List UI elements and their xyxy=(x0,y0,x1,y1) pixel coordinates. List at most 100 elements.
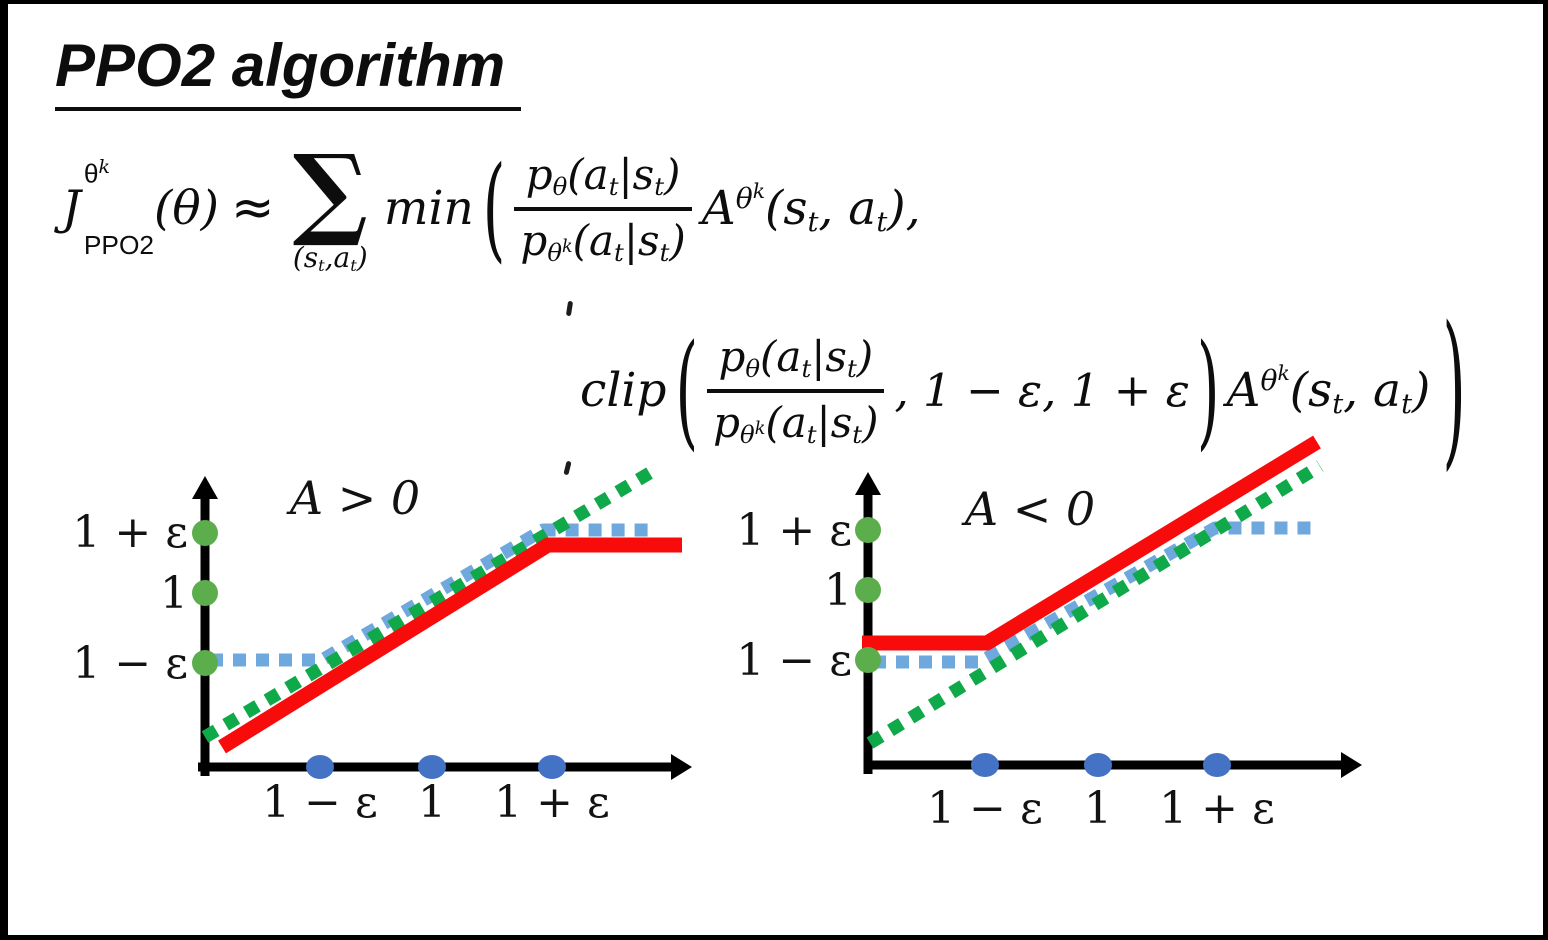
math-p: p xyxy=(520,215,548,265)
sub-t: t xyxy=(852,419,863,449)
theta: θ xyxy=(1260,364,1278,398)
theta-sup: θ xyxy=(83,158,99,189)
A-args-mid: , a xyxy=(818,180,877,236)
theta: θ xyxy=(740,419,755,449)
math-J: J xyxy=(62,180,81,236)
sub-theta: θ xyxy=(745,354,760,384)
y-tick-label: 1 − ε xyxy=(72,638,188,689)
sub-t: t xyxy=(807,206,819,238)
x-tick-label: 1 + ε xyxy=(494,777,610,828)
x-axis-dot xyxy=(306,755,334,779)
big-paren-open: ( xyxy=(482,141,506,275)
y-axis-dot xyxy=(192,580,218,606)
sum-sub-close: ) xyxy=(356,241,368,275)
clip-bounds: , 1 − ε, 1 + ε xyxy=(894,363,1190,417)
sub-t: t xyxy=(608,172,619,202)
sub-t: t xyxy=(1332,388,1344,420)
sub-t: t xyxy=(801,354,812,384)
x-axis-dot xyxy=(418,755,446,779)
paren-a: (a xyxy=(765,397,807,447)
clip-operator: clip xyxy=(580,362,667,418)
A-args-open: (s xyxy=(765,180,808,236)
ratio-numerator: pθ(at|st) xyxy=(712,332,879,384)
close-paren: ) xyxy=(664,150,681,200)
x-tick-label: 1 − ε xyxy=(927,783,1043,834)
j-scripts: θk PPO2 xyxy=(84,158,154,258)
k-sup: k xyxy=(752,179,765,204)
sigma-symbol: ∑ xyxy=(292,132,368,251)
paren-a: (a xyxy=(567,150,609,200)
theta-argument: (θ) xyxy=(154,180,220,236)
close-paren: ) xyxy=(862,397,879,447)
A-args-close-comma: ), xyxy=(887,180,921,236)
theta: θ xyxy=(547,237,562,267)
panel-title: A < 0 xyxy=(961,482,1095,536)
series-clip xyxy=(873,521,1320,669)
panel-title: A > 0 xyxy=(286,471,420,525)
y-tick-label: 1 + ε xyxy=(72,507,188,558)
advantage-term: Aθk(st, at), xyxy=(702,180,921,236)
y-axis-arrow xyxy=(855,472,881,495)
formula-line-2: clip ( pθ(at|st) pθk(at|st) , 1 − ε, 1 +… xyxy=(580,295,1469,485)
plot-a-less-0: A < 0 1 + ε 1 1 − ε 1 − ε 1 1 + ε xyxy=(736,435,1362,834)
ratio-numerator: pθ(at|st) xyxy=(520,150,687,202)
paren-a: (a xyxy=(760,332,802,382)
math-A: A xyxy=(701,180,736,236)
series-identity xyxy=(201,462,662,743)
math-A: A xyxy=(1226,362,1261,418)
x-tick-label: 1 + ε xyxy=(1159,783,1275,834)
y-axis-dot xyxy=(855,577,881,603)
A-superscript: θk xyxy=(736,179,765,215)
y-tick-label: 1 − ε xyxy=(736,635,852,686)
x-axis-arrow xyxy=(671,754,692,780)
x-axis-arrow xyxy=(1341,752,1362,778)
k-sup: k xyxy=(561,236,573,257)
x-tick-label: 1 − ε xyxy=(262,777,378,828)
y-tick-label: 1 + ε xyxy=(736,505,852,556)
k-sup: k xyxy=(1277,361,1290,386)
bar-s: |s xyxy=(623,215,660,265)
A-args-mid: , a xyxy=(1343,362,1402,418)
bar-s: |s xyxy=(816,397,853,447)
y-tick-label: 1 xyxy=(160,568,188,619)
sub-t: t xyxy=(654,172,665,202)
A-args-open: (s xyxy=(1289,362,1333,418)
series-objective xyxy=(862,435,1321,651)
fraction-bar xyxy=(514,206,692,211)
ratio-denominator: pθk(at|st) xyxy=(707,397,884,449)
plot-a-greater-0: A > 0 1 + ε 1 1 − ε 1 − ε 1 1 + ε xyxy=(72,462,692,828)
j-subscript-ppo2: PPO2 xyxy=(83,229,155,260)
sub-t: t xyxy=(846,354,857,384)
page-title: PPO2 algorithm xyxy=(55,33,522,111)
objective-symbol: J θk PPO2 xyxy=(62,158,154,258)
big-paren-open: ( xyxy=(675,316,699,464)
close-paren: ) xyxy=(669,215,686,265)
sub-theta-k: θk xyxy=(740,420,765,449)
sub-t: t xyxy=(806,419,817,449)
y-axis-dot xyxy=(192,520,218,546)
sub-theta: θ xyxy=(552,172,568,202)
y-axis-arrow xyxy=(192,476,218,499)
math-p: p xyxy=(525,150,553,200)
summation-subscript: (st,at) xyxy=(293,241,368,274)
big-paren-close: ) xyxy=(1196,316,1220,464)
A-superscript: θk xyxy=(1260,361,1290,398)
stray-ink-mark xyxy=(565,300,574,317)
close-paren: ) xyxy=(1412,362,1431,418)
sum-sub-mid: ,a xyxy=(324,241,351,275)
x-tick-label: 1 xyxy=(1084,783,1112,834)
bar-s: |s xyxy=(618,150,655,200)
x-tick-label: 1 xyxy=(418,777,446,828)
sub-t: t xyxy=(614,237,624,267)
fraction-bar xyxy=(707,388,885,393)
math-p: p xyxy=(718,332,746,382)
k-sup: k xyxy=(98,156,110,178)
sub-t: t xyxy=(1401,388,1413,420)
paren-a: (a xyxy=(572,215,615,265)
advantage-term: Aθk(st, at) xyxy=(1227,362,1431,418)
approx-sign: ≈ xyxy=(231,178,275,238)
k-sup: k xyxy=(754,418,766,439)
math-p: p xyxy=(713,397,741,447)
formula-line-1: J θk PPO2 (θ) ≈ ∑ (st,at) min ( pθ(at|st… xyxy=(62,126,921,290)
x-axis-dot xyxy=(1084,753,1112,777)
